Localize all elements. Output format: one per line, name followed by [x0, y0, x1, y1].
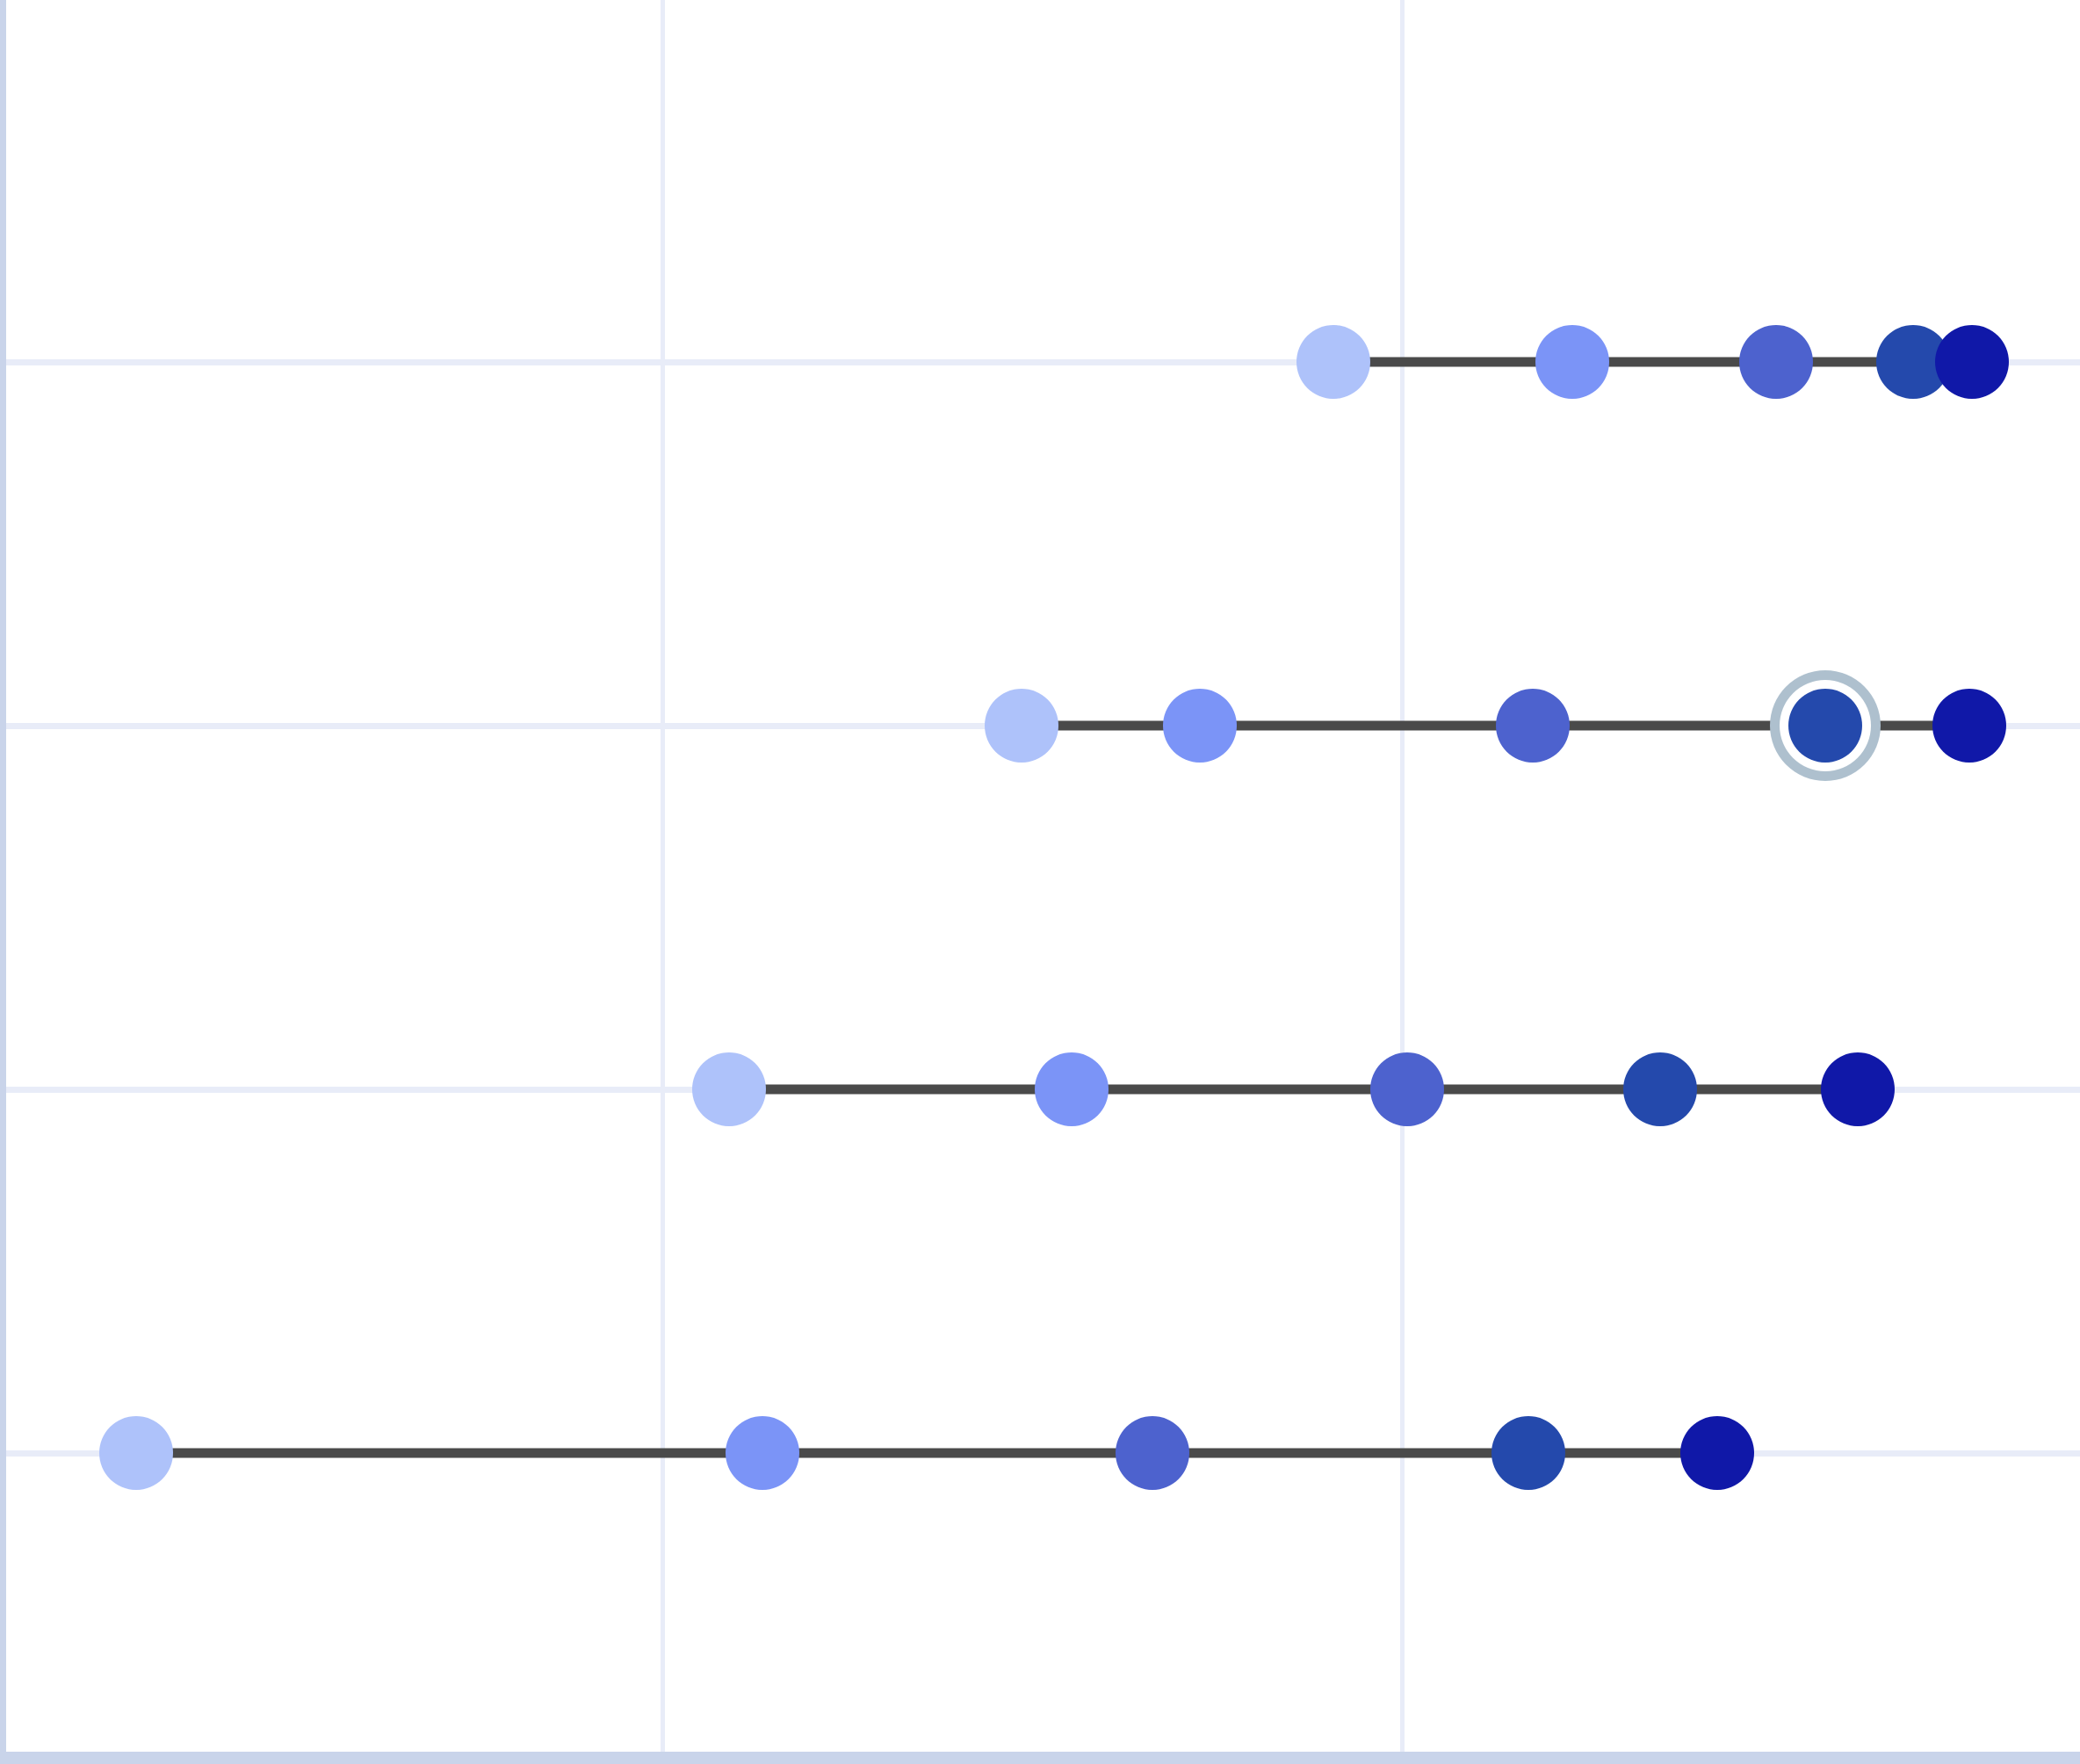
- gridline-vertical-1: [1400, 0, 1405, 1753]
- data-point-marker[interactable]: [1296, 325, 1370, 399]
- data-point-marker[interactable]: [1739, 325, 1813, 399]
- gridline-horizontal-0: [0, 359, 2080, 365]
- x-axis-line: [0, 1752, 2080, 1764]
- connector-line: [136, 1448, 1717, 1458]
- data-point-marker[interactable]: [1035, 1052, 1109, 1126]
- data-point-marker[interactable]: [1821, 1052, 1895, 1126]
- data-point-marker[interactable]: [985, 689, 1058, 763]
- data-point-marker[interactable]: [726, 1416, 799, 1490]
- data-point-marker[interactable]: [1535, 325, 1609, 399]
- data-point-marker[interactable]: [1370, 1052, 1444, 1126]
- data-point-marker[interactable]: [1163, 689, 1237, 763]
- data-point-marker[interactable]: [1935, 325, 2009, 399]
- connector-line: [729, 1084, 1858, 1095]
- data-point-marker-selected[interactable]: [1788, 689, 1862, 763]
- data-point-marker[interactable]: [1932, 689, 2006, 763]
- gridline-vertical-0: [661, 0, 665, 1753]
- connector-line: [1022, 720, 1969, 731]
- data-point-marker[interactable]: [1491, 1416, 1565, 1490]
- data-point-marker[interactable]: [1116, 1416, 1189, 1490]
- data-point-marker[interactable]: [99, 1416, 173, 1490]
- data-point-marker[interactable]: [1496, 689, 1570, 763]
- connector-line: [1333, 357, 1913, 367]
- data-point-marker[interactable]: [1680, 1416, 1754, 1490]
- y-axis-line: [0, 0, 6, 1764]
- data-point-marker[interactable]: [1623, 1052, 1697, 1126]
- data-point-marker[interactable]: [692, 1052, 766, 1126]
